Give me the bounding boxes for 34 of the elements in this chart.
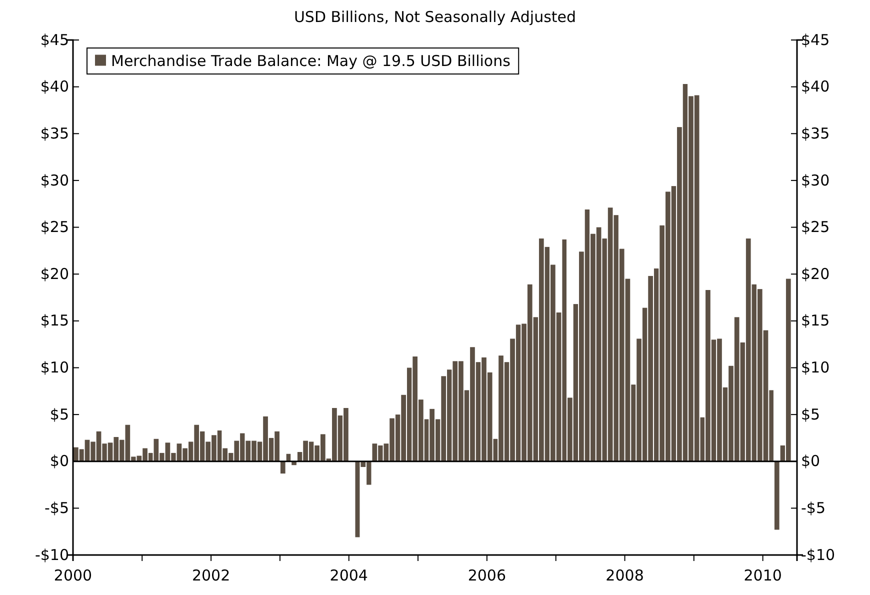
y-tick-label: $25 xyxy=(40,218,69,236)
y-tick-label: $20 xyxy=(40,264,69,283)
x-tick-label: 2002 xyxy=(192,566,230,584)
y2-tick-label: $30 xyxy=(801,171,830,190)
y-tick-label: $0 xyxy=(50,452,69,470)
y-tick-label: $5 xyxy=(50,405,69,424)
y-tick-label: $45 xyxy=(40,30,69,49)
x-tick-label: 2008 xyxy=(606,566,644,584)
bar xyxy=(280,461,286,474)
y-tick-label: -$5 xyxy=(44,498,69,517)
y2-tick-label: $15 xyxy=(801,312,830,330)
y-tick-label: -$10 xyxy=(34,546,69,564)
y-tick-label: $40 xyxy=(40,78,69,96)
y-tick-label: $15 xyxy=(40,312,69,330)
y2-tick-label: $35 xyxy=(801,124,830,142)
x-tick-label: 2010 xyxy=(744,566,782,584)
y2-tick-label: $10 xyxy=(801,358,830,377)
x-tick-label: 2006 xyxy=(468,566,506,584)
y-tick-label: $10 xyxy=(40,358,69,377)
y2-tick-label: $5 xyxy=(801,405,820,424)
y2-tick-label: $20 xyxy=(801,264,830,283)
y2-tick-label: $0 xyxy=(801,452,820,470)
x-tick-label: 2000 xyxy=(54,566,92,584)
y2-tick-label: -$5 xyxy=(801,498,826,517)
bar xyxy=(774,461,780,530)
y2-tick-label: $45 xyxy=(801,30,830,49)
y-tick-label: $30 xyxy=(40,171,69,190)
y-tick-label: $35 xyxy=(40,124,69,142)
y2-tick-label: $40 xyxy=(801,78,830,96)
chart-title: USD Billions, Not Seasonally Adjusted xyxy=(294,8,576,26)
y2-tick-label: -$10 xyxy=(801,546,836,564)
y2-tick-label: $25 xyxy=(801,218,830,236)
legend-label: Merchandise Trade Balance: May @ 19.5 USD Billions xyxy=(111,52,511,70)
x-tick-label: 2004 xyxy=(330,566,368,584)
